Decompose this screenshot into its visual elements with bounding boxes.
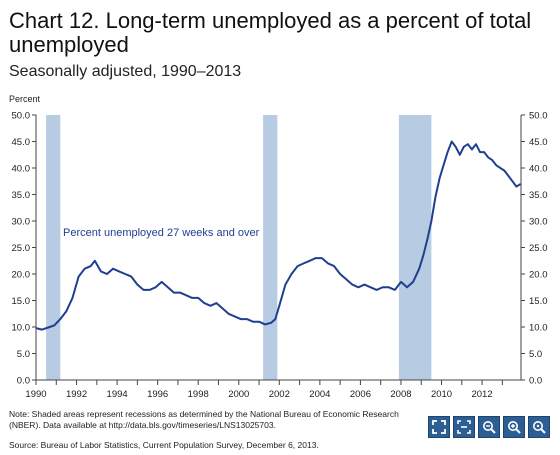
recession-bands (46, 115, 432, 380)
series-line (35, 140, 522, 331)
line-chart: Percent 0.0 0.0 5.0 5.0 10.0 10.0 15.0 15.0 20.0… (9, 94, 548, 401)
y-tick-label: 15.0 (529, 296, 548, 307)
x-tick-label: 2002 (269, 389, 290, 400)
x-tick-label: 2006 (350, 389, 371, 400)
y-tick-label: 45.0 (12, 137, 31, 148)
zoom-reset-icon (533, 421, 546, 434)
y-tick-label: 5.0 (17, 349, 30, 360)
fullscreen-icon (432, 420, 446, 434)
chart-subtitle: Seasonally adjusted, 1990–2013 (9, 63, 242, 80)
x-tick-label: 1998 (188, 389, 209, 400)
viewer-toolbar (428, 416, 550, 438)
x-tick-label: 2000 (228, 389, 249, 400)
axes: 0.0 0.0 5.0 5.0 10.0 10.0 15.0 15.0 20.0 20.0 25.0… (12, 111, 548, 401)
x-tick-label: 2010 (431, 389, 452, 400)
x-tick-label: 1996 (147, 389, 168, 400)
y-tick-label: 15.0 (12, 296, 31, 307)
y-axis-label: Percent (9, 94, 41, 104)
y-tick-label: 20.0 (12, 270, 31, 281)
y-tick-label: 30.0 (529, 217, 548, 228)
zoom-in-icon (508, 421, 521, 434)
zoom-reset-button[interactable] (528, 416, 550, 438)
y-tick-label: 0.0 (17, 376, 30, 387)
x-tick-label: 2004 (309, 389, 330, 400)
x-tick-label: 2012 (471, 389, 492, 400)
x-tick-label: 2008 (390, 389, 411, 400)
y-tick-label: 0.0 (529, 376, 542, 387)
y-tick-label: 50.0 (12, 111, 31, 122)
x-tick-label: 1992 (66, 389, 87, 400)
y-tick-label: 40.0 (529, 164, 548, 175)
page-title: Chart 12. Long-term unemployed as a perc… (9, 8, 532, 57)
y-tick-label: 5.0 (529, 349, 542, 360)
chart-source: Source: Bureau of Labor Statistics, Curr… (9, 440, 319, 450)
recession-band (46, 115, 61, 380)
x-tick-label: 1994 (107, 389, 128, 400)
fit-icon (457, 420, 471, 434)
x-tick-label: 1990 (25, 389, 46, 400)
zoom-in-button[interactable] (503, 416, 525, 438)
zoom-out-button[interactable] (478, 416, 500, 438)
y-tick-label: 10.0 (12, 323, 31, 334)
y-tick-label: 35.0 (529, 190, 548, 201)
series-annotation: Percent unemployed 27 weeks and over (63, 227, 260, 239)
y-tick-label: 45.0 (529, 137, 548, 148)
y-tick-label: 25.0 (12, 243, 31, 254)
y-tick-label: 35.0 (12, 190, 31, 201)
y-tick-label: 10.0 (529, 323, 548, 334)
y-tick-label: 40.0 (12, 164, 31, 175)
y-tick-label: 25.0 (529, 243, 548, 254)
fit-button[interactable] (453, 416, 475, 438)
y-tick-label: 30.0 (12, 217, 31, 228)
y-tick-label: 20.0 (529, 270, 548, 281)
fullscreen-button[interactable] (428, 416, 450, 438)
chart-note: Note: Shaded areas represent recessions … (9, 409, 399, 430)
recession-band (398, 115, 432, 380)
zoom-out-icon (483, 421, 496, 434)
series-lines (35, 140, 522, 331)
recession-band (263, 115, 278, 380)
y-tick-label: 50.0 (529, 111, 548, 122)
